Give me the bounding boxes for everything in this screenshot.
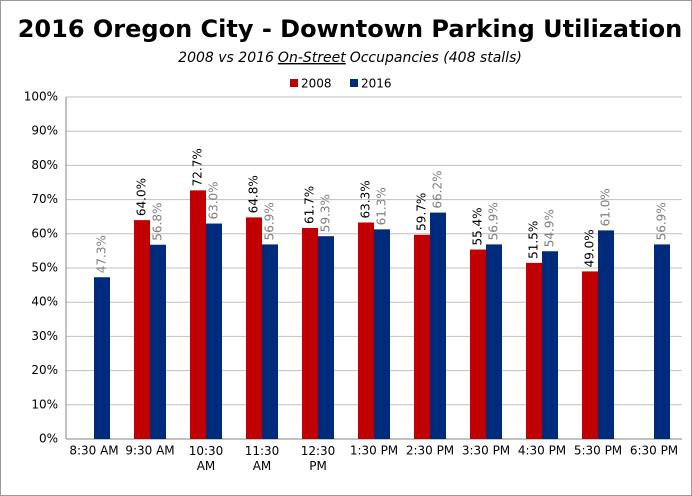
value-label: 54.9% bbox=[543, 209, 557, 247]
y-tick-label: 10% bbox=[31, 397, 58, 411]
x-tick-label-line: 12:30 bbox=[301, 444, 336, 458]
bar bbox=[190, 190, 206, 439]
value-label: 63.0% bbox=[207, 181, 221, 219]
value-label: 49.0% bbox=[583, 229, 597, 267]
value-label: 72.7% bbox=[191, 148, 205, 186]
chart-title: 2016 Oregon City - Downtown Parking Util… bbox=[18, 15, 683, 43]
bar bbox=[542, 251, 558, 439]
x-tick-label: 8:30 AM bbox=[69, 444, 118, 458]
x-tick-label: 4:30 PM bbox=[518, 444, 566, 458]
subtitle-part: 2008 vs 2016 bbox=[178, 50, 274, 66]
y-tick-label: 50% bbox=[31, 261, 58, 275]
value-label: 56.9% bbox=[263, 202, 277, 240]
y-tick-label: 90% bbox=[31, 124, 58, 138]
value-label: 64.8% bbox=[247, 175, 261, 213]
x-tick-label: 2:30 PM bbox=[406, 444, 454, 458]
bar bbox=[302, 227, 318, 439]
value-label: 59.3% bbox=[319, 194, 333, 232]
y-tick-label: 100% bbox=[24, 90, 58, 104]
y-tick-label: 60% bbox=[31, 226, 58, 240]
y-tick-label: 80% bbox=[31, 158, 58, 172]
value-label: 56.9% bbox=[487, 202, 501, 240]
y-tick-label: 0% bbox=[39, 432, 58, 446]
legend-label: 2016 bbox=[361, 77, 392, 91]
y-tick-label: 30% bbox=[31, 329, 58, 343]
legend-swatch bbox=[290, 79, 298, 87]
value-label: 51.5% bbox=[527, 221, 541, 259]
x-tick-label: 10:30 AM bbox=[189, 444, 224, 473]
value-label: 61.7% bbox=[303, 186, 317, 224]
x-tick-label: 12:30 PM bbox=[301, 444, 336, 473]
x-tick-label-line: AM bbox=[253, 459, 272, 473]
bar bbox=[134, 220, 150, 439]
y-tick-label: 40% bbox=[31, 295, 58, 309]
bar bbox=[246, 217, 262, 439]
x-tick-label: 3:30 PM bbox=[462, 444, 510, 458]
x-tick-label: 11:30 AM bbox=[245, 444, 280, 473]
x-tick-label: 9:30 AM bbox=[125, 444, 174, 458]
bar bbox=[582, 271, 598, 439]
bar bbox=[470, 249, 486, 439]
bar bbox=[206, 223, 222, 439]
legend-label: 2008 bbox=[301, 77, 332, 91]
bar bbox=[358, 222, 374, 439]
bar bbox=[414, 234, 430, 439]
value-label: 64.0% bbox=[135, 178, 149, 216]
x-tick-label-line: 11:30 bbox=[245, 444, 280, 458]
bar bbox=[150, 244, 166, 439]
bar bbox=[94, 277, 110, 439]
value-label: 61.3% bbox=[375, 187, 389, 225]
x-tick-label-line: PM bbox=[309, 459, 327, 473]
x-tick-label: 5:30 PM bbox=[574, 444, 622, 458]
value-label: 56.8% bbox=[151, 203, 165, 241]
bar bbox=[318, 236, 334, 439]
bar bbox=[654, 244, 670, 439]
x-tick-label: 6:30 PM bbox=[630, 444, 678, 458]
bar bbox=[598, 230, 614, 439]
subtitle-part: Occupancies (408 stalls) bbox=[350, 50, 522, 66]
bar bbox=[374, 229, 390, 439]
value-label: 56.9% bbox=[655, 202, 669, 240]
value-label: 66.2% bbox=[431, 170, 445, 208]
x-tick-label-line: 10:30 bbox=[189, 444, 224, 458]
chart-subtitle: 2008 vs 2016 On-Street Occupancies (408 st… bbox=[178, 50, 522, 66]
bar bbox=[430, 212, 446, 439]
y-tick-label: 20% bbox=[31, 363, 58, 377]
value-label: 63.3% bbox=[359, 180, 373, 218]
x-tick-label-line: AM bbox=[197, 459, 216, 473]
bar bbox=[486, 244, 502, 439]
value-label: 61.0% bbox=[599, 188, 613, 226]
bar bbox=[526, 262, 542, 439]
value-label: 59.7% bbox=[415, 193, 429, 231]
subtitle-part: On-Street bbox=[278, 50, 346, 66]
value-label: 55.4% bbox=[471, 207, 485, 245]
y-tick-label: 70% bbox=[31, 192, 58, 206]
x-tick-label: 1:30 PM bbox=[350, 444, 398, 458]
legend-swatch bbox=[350, 79, 358, 87]
value-label: 47.3% bbox=[95, 235, 109, 273]
bar bbox=[262, 244, 278, 439]
